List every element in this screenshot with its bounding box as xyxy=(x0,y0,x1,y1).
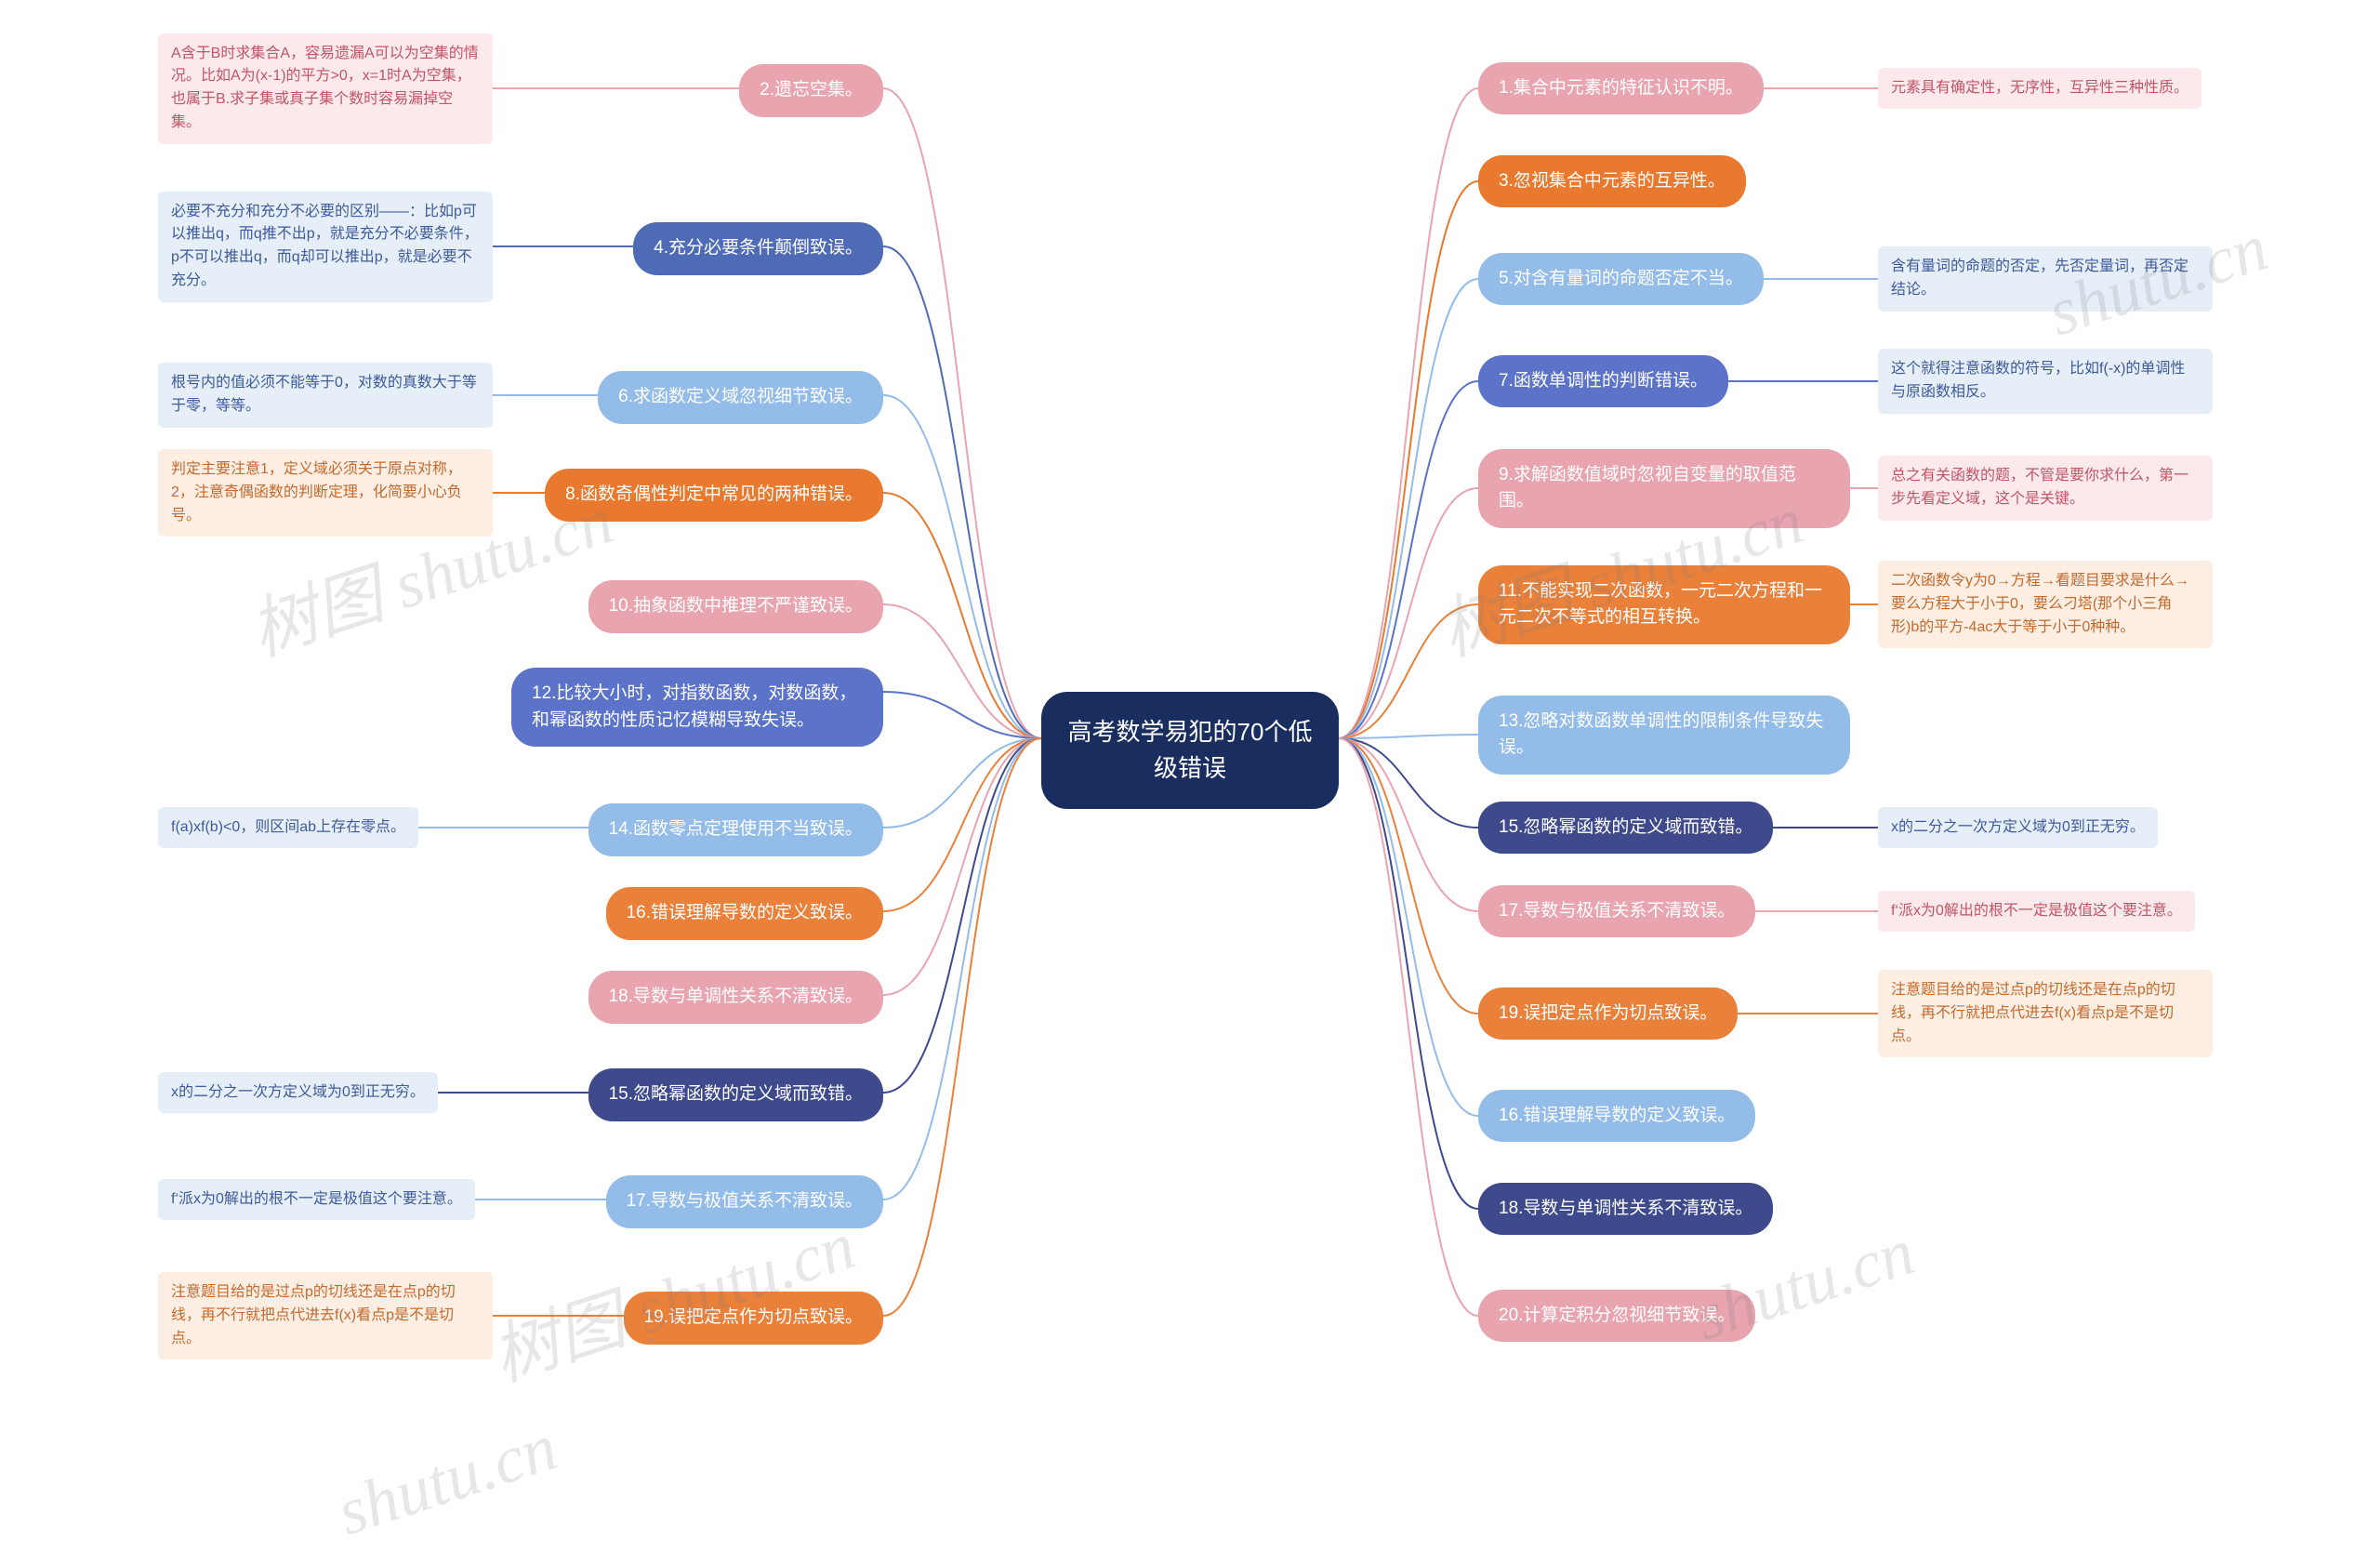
topic-note: 元素具有确定性，无序性，互异性三种性质。 xyxy=(1878,68,2202,110)
topic-node: 11.不能实现二次函数，一元二次方程和一元二次不等式的相互转换。 xyxy=(1478,565,1850,644)
topic-note: 这个就得注意函数的符号，比如f(-x)的单调性与原函数相反。 xyxy=(1878,349,2213,414)
topic-node: 4.充分必要条件颠倒致误。 xyxy=(633,222,883,275)
topic-node: 12.比较大小时，对指数函数，对数函数，和幂函数的性质记忆模糊导致失误。 xyxy=(511,668,883,747)
watermark: shutu.cn xyxy=(328,1409,566,1551)
topic-node: 16.错误理解导数的定义致误。 xyxy=(606,887,883,940)
topic-node: 1.集合中元素的特征认识不明。 xyxy=(1478,62,1764,115)
topic-note: A含于B时求集合A，容易遗漏A可以为空集的情况。比如A为(x-1)的平方>0，x… xyxy=(158,33,493,144)
topic-node: 18.导数与单调性关系不清致误。 xyxy=(1478,1183,1773,1236)
center-node: 高考数学易犯的70个低级错误 xyxy=(1041,692,1339,809)
topic-note: f‘派x为0解出的根不一定是极值这个要注意。 xyxy=(1878,891,2195,933)
topic-node: 3.忽视集合中元素的互异性。 xyxy=(1478,155,1746,208)
topic-node: 17.导数与极值关系不清致误。 xyxy=(1478,885,1755,938)
topic-node: 20.计算定积分忽视细节致误。 xyxy=(1478,1290,1755,1343)
topic-node: 19.误把定点作为切点致误。 xyxy=(624,1292,883,1345)
topic-node: 17.导数与极值关系不清致误。 xyxy=(606,1175,883,1228)
topic-note: 含有量词的命题的否定，先否定量词，再否定结论。 xyxy=(1878,246,2213,312)
topic-node: 2.遗忘空集。 xyxy=(739,64,883,117)
topic-node: 15.忽略幂函数的定义域而致错。 xyxy=(588,1068,883,1121)
topic-node: 6.求函数定义域忽视细节致误。 xyxy=(598,371,883,424)
topic-note: 必要不充分和充分不必要的区别——：比如p可以推出q，而q推不出p，就是充分不必要… xyxy=(158,192,493,302)
topic-node: 18.导数与单调性关系不清致误。 xyxy=(588,971,883,1024)
topic-note: 判定主要注意1，定义域必须关于原点对称，2，注意奇偶函数的判断定理，化简要小心负… xyxy=(158,449,493,537)
topic-note: 二次函数令y为0→方程→看题目要求是什么→要么方程大于小于0，要么刁塔(那个小三… xyxy=(1878,561,2213,648)
topic-node: 19.误把定点作为切点致误。 xyxy=(1478,988,1738,1041)
topic-note: 根号内的值必须不能等于0，对数的真数大于等于零，等等。 xyxy=(158,363,493,428)
topic-node: 10.抽象函数中推理不严谨致误。 xyxy=(588,580,883,633)
topic-node: 16.错误理解导数的定义致误。 xyxy=(1478,1090,1755,1143)
topic-note: x的二分之一次方定义域为0到正无穷。 xyxy=(1878,807,2158,849)
topic-node: 14.函数零点定理使用不当致误。 xyxy=(588,803,883,856)
topic-note: 注意题目给的是过点p的切线还是在点p的切线，再不行就把点代进去f(x)看点p是不… xyxy=(1878,970,2213,1057)
topic-note: f(a)xf(b)<0，则区间ab上存在零点。 xyxy=(158,807,418,849)
topic-note: f‘派x为0解出的根不一定是极值这个要注意。 xyxy=(158,1179,475,1221)
topic-note: 注意题目给的是过点p的切线还是在点p的切线，再不行就把点代进去f(x)看点p是不… xyxy=(158,1272,493,1359)
topic-node: 5.对含有量词的命题否定不当。 xyxy=(1478,253,1764,306)
topic-node: 8.函数奇偶性判定中常见的两种错误。 xyxy=(545,469,883,522)
topic-node: 13.忽略对数函数单调性的限制条件导致失误。 xyxy=(1478,696,1850,775)
topic-note: 总之有关函数的题，不管是要你求什么，第一步先看定义域，这个是关键。 xyxy=(1878,456,2213,521)
topic-node: 15.忽略幂函数的定义域而致错。 xyxy=(1478,802,1773,855)
topic-node: 9.求解函数值域时忽视自变量的取值范围。 xyxy=(1478,449,1850,528)
topic-node: 7.函数单调性的判断错误。 xyxy=(1478,355,1728,408)
topic-note: x的二分之一次方定义域为0到正无穷。 xyxy=(158,1072,438,1114)
